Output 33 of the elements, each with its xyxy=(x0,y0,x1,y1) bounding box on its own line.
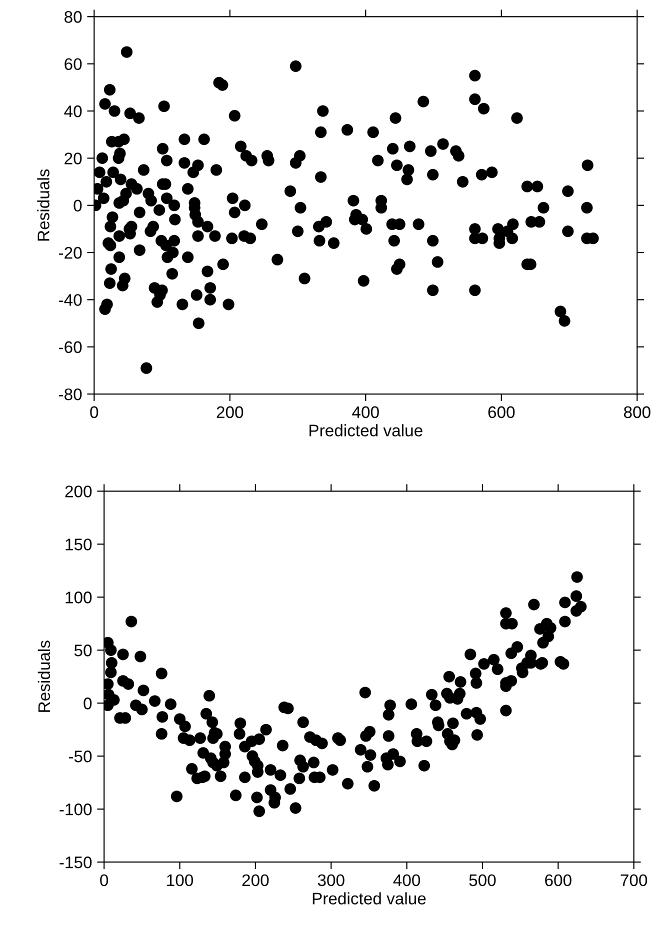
x-axis-title: Predicted value xyxy=(310,424,422,436)
x-tick-label: 100 xyxy=(167,874,194,886)
y-tick-label: -100 xyxy=(60,804,92,816)
x-tick-label: 400 xyxy=(393,874,420,886)
y-tick-label: -50 xyxy=(68,750,92,762)
x-tick-label: 400 xyxy=(352,406,379,418)
x-tick-label: 600 xyxy=(488,406,515,418)
y-tick-label: 50 xyxy=(74,644,92,656)
y-axis-title: Residuals xyxy=(38,640,50,712)
x-tick-label: 700 xyxy=(620,874,648,886)
x-tick-label: 800 xyxy=(624,406,650,418)
y-tick-label: 80 xyxy=(64,11,82,23)
x-tick-label: 500 xyxy=(469,874,496,886)
y-tick-label: 0 xyxy=(74,200,82,212)
y-tick-label: -60 xyxy=(58,341,82,354)
y-tick-label: -80 xyxy=(58,388,82,400)
y-tick-label: 150 xyxy=(66,538,92,550)
y-tick-label: 20 xyxy=(64,152,82,164)
y-axis-title: Residuals xyxy=(37,169,50,241)
y-tick-label: 200 xyxy=(65,486,92,498)
y-tick-label: 0 xyxy=(84,698,92,710)
y-tick-label: 40 xyxy=(64,105,82,118)
x-tick-label: 300 xyxy=(318,874,344,886)
x-tick-label: 0 xyxy=(100,874,108,886)
x-axis-title: Predicted value xyxy=(312,892,426,904)
x-tick-label: 600 xyxy=(545,874,572,886)
x-tick-label: 200 xyxy=(242,874,269,886)
y-tick-label: 60 xyxy=(64,58,82,70)
y-tick-label: -40 xyxy=(58,294,82,306)
y-tick-label: -20 xyxy=(58,246,82,259)
y-tick-label: -150 xyxy=(60,856,92,868)
y-tick-label: 100 xyxy=(66,592,92,604)
x-tick-label: 200 xyxy=(216,406,244,418)
